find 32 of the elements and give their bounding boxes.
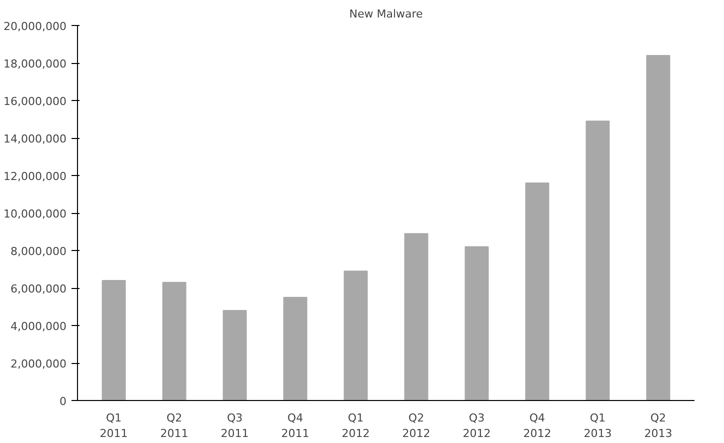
x-tick-label: Q2 2013	[644, 412, 672, 440]
x-tick-label: Q2 2012	[402, 412, 430, 440]
y-tick-label: 16,000,000	[4, 95, 67, 108]
y-tick-label: 4,000,000	[10, 320, 66, 333]
bar	[102, 280, 126, 400]
y-tick-label: 12,000,000	[4, 170, 67, 183]
bar	[222, 310, 247, 400]
x-tick-label: Q3 2011	[220, 412, 249, 440]
x-tick-label: Q4 2011	[281, 412, 310, 440]
chart-title: New Malware	[349, 8, 424, 20]
x-tick-label: Q1 2011	[100, 412, 128, 440]
x-tick-label: Q1 2013	[584, 412, 612, 440]
bar	[525, 182, 550, 400]
bar	[162, 282, 186, 400]
bar	[464, 246, 489, 400]
bar	[646, 55, 670, 400]
bar	[404, 233, 428, 400]
y-tick-label: 14,000,000	[4, 132, 67, 146]
x-tick-label: Q3 2012	[462, 412, 491, 440]
y-tick-label: 8,000,000	[10, 245, 66, 258]
y-tick-label: 6,000,000	[10, 282, 66, 296]
y-tick-label: 20,000,000	[4, 20, 67, 33]
y-tick-label: 0	[60, 395, 66, 408]
y-tick-label: 2,000,000	[10, 358, 66, 370]
y-tick-label: 10,000,000	[4, 208, 67, 220]
x-tick-label: Q4 2012	[523, 412, 552, 440]
y-tick-label: 18,000,000	[4, 58, 67, 70]
bar	[283, 296, 308, 400]
x-tick-label: Q1 2012	[342, 412, 370, 440]
bar	[344, 270, 368, 400]
x-tick-label: Q2 2011	[160, 412, 188, 440]
bar	[586, 120, 610, 400]
